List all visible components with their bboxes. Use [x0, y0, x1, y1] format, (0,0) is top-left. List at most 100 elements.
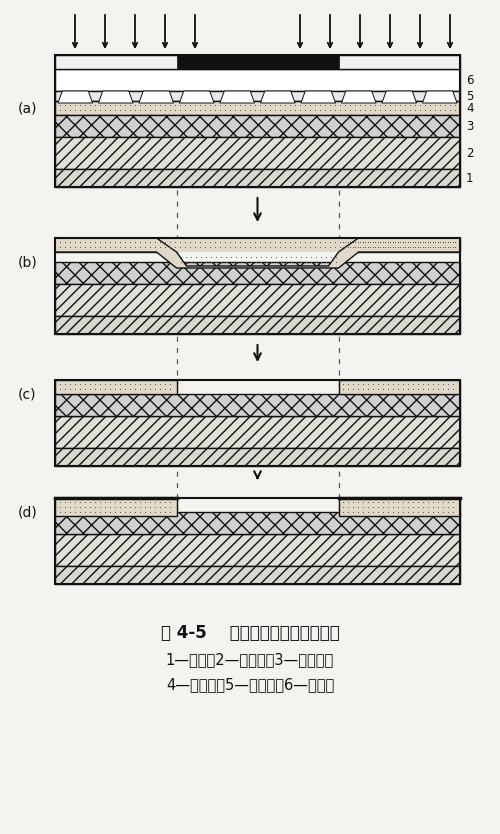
Point: [450, 240, 458, 254]
Point: [364, 240, 372, 254]
Point: [359, 505, 367, 518]
Point: [220, 98, 228, 111]
Point: [399, 500, 407, 513]
Point: [120, 235, 128, 249]
Point: [197, 255, 205, 269]
Point: [200, 235, 208, 249]
Point: [270, 235, 278, 249]
Point: [429, 240, 437, 254]
Point: [272, 250, 280, 264]
Point: [296, 103, 304, 116]
Point: [230, 235, 238, 249]
Point: [416, 235, 424, 249]
Point: [350, 98, 358, 111]
Point: [190, 103, 198, 116]
Point: [436, 235, 444, 249]
Point: [106, 103, 114, 116]
Point: [386, 103, 394, 116]
Bar: [55, 380, 176, 394]
Point: [429, 500, 437, 513]
Point: [66, 103, 74, 116]
Point: [106, 240, 114, 254]
Point: [277, 255, 285, 269]
Point: [56, 235, 64, 249]
Point: [394, 240, 402, 254]
Point: [292, 250, 300, 264]
Point: [394, 235, 402, 249]
Point: [370, 240, 378, 254]
Point: [349, 235, 357, 249]
Point: [237, 250, 245, 264]
Point: [339, 377, 347, 390]
Point: [302, 255, 310, 269]
Point: [90, 235, 98, 249]
Point: [282, 255, 290, 269]
Point: [86, 235, 94, 249]
Point: [66, 240, 74, 254]
Point: [349, 505, 357, 518]
Point: [126, 377, 134, 390]
Point: [420, 240, 428, 254]
Point: [100, 240, 108, 254]
Point: [227, 255, 235, 269]
Point: [86, 98, 94, 111]
Point: [409, 240, 417, 254]
Point: [146, 235, 154, 249]
Point: [369, 235, 377, 249]
Point: [310, 98, 318, 111]
Point: [262, 255, 270, 269]
Point: [359, 235, 367, 249]
Point: [110, 500, 118, 513]
Point: [150, 500, 158, 513]
Point: [70, 495, 78, 508]
Point: [96, 235, 104, 249]
Point: [90, 505, 98, 518]
Point: [216, 103, 224, 116]
Point: [420, 103, 428, 116]
Point: [354, 505, 362, 518]
Point: [354, 240, 362, 254]
Point: [409, 377, 417, 390]
Point: [369, 500, 377, 513]
Point: [80, 377, 88, 390]
Point: [419, 505, 427, 518]
Point: [176, 103, 184, 116]
Point: [106, 235, 114, 249]
Point: [156, 495, 164, 508]
Point: [120, 235, 128, 249]
Point: [286, 240, 294, 254]
Point: [126, 235, 134, 249]
Point: [70, 235, 78, 249]
Point: [130, 240, 138, 254]
Point: [384, 240, 392, 254]
Point: [414, 495, 422, 508]
Bar: [55, 55, 460, 69]
Point: [90, 495, 98, 508]
Text: (b): (b): [18, 255, 38, 269]
Point: [120, 235, 128, 249]
Point: [146, 505, 154, 518]
Point: [420, 235, 428, 249]
Point: [156, 377, 164, 390]
Point: [146, 377, 154, 390]
Point: [176, 240, 184, 254]
Point: [116, 382, 124, 395]
Bar: [55, 69, 460, 91]
Bar: [55, 262, 460, 284]
Point: [170, 98, 178, 111]
Point: [359, 382, 367, 395]
Point: [322, 255, 330, 269]
Point: [399, 505, 407, 518]
Point: [130, 98, 138, 111]
Point: [150, 235, 158, 249]
Point: [394, 240, 402, 254]
Polygon shape: [55, 238, 460, 268]
Point: [110, 382, 118, 395]
Point: [286, 98, 294, 111]
Point: [409, 240, 417, 254]
Point: [192, 255, 200, 269]
Point: [369, 495, 377, 508]
Point: [86, 500, 94, 513]
Point: [336, 240, 344, 254]
Bar: [55, 238, 460, 334]
